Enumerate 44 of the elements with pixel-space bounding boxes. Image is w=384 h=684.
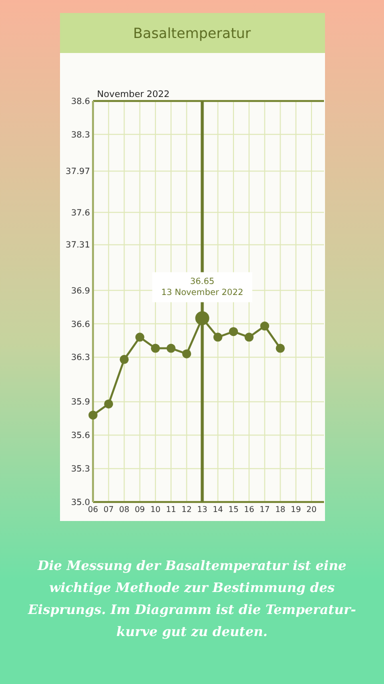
text: Die Messung der Basaltemperatur ist eine wichtige Methode zur Bestimmung des Eisprungs. Im Diagramm ist die Temperatur-kurve gut zu deuten. [26,559,356,640]
point [213,332,222,342]
point [150,344,160,353]
point [244,332,254,342]
point [88,410,98,420]
x-tick-label: 14 [212,505,223,514]
y-tick-label: 37.6 [71,208,90,218]
x-tick-label: 19 [290,505,301,514]
y-tick-label: 37.31 [66,240,90,251]
y-tick-label: 37.97 [66,167,90,178]
text: November 2022 [97,90,170,100]
x-tick-label: 15 [228,505,239,514]
point [228,327,238,336]
point [182,349,192,358]
point [166,344,176,353]
point [260,322,270,331]
point [120,354,129,364]
x-tick-label: 16 [244,505,254,514]
x-tick-label: 11 [166,505,176,514]
x-tick-label: 06 [88,505,98,514]
y-tick-label: 35.3 [71,464,90,475]
point [276,344,285,353]
x-tick-label: 12 [182,505,192,514]
x-tick-label: 20 [306,505,317,514]
y-tick-label: 38.6 [71,96,90,107]
y-tick-label: 35.9 [71,398,90,408]
y-tick-label: 35.0 [71,498,90,508]
x-tick-label: 17 [260,505,270,514]
x-tick-label: 13 [197,505,208,514]
annotation: 13 November 2022 [161,288,244,298]
y-tick-label: 35.6 [71,431,90,442]
y-tick-label: 36.3 [71,353,90,364]
x-tick-label: 08 [119,505,130,514]
annotation: 36.65 [190,277,214,288]
point [104,399,114,408]
x-tick-label: 07 [104,505,114,514]
point [135,332,144,342]
y-tick-label: 36.9 [71,286,90,296]
x-tick-label: 18 [275,505,286,514]
x-tick-label: 09 [134,505,145,514]
chart-title: Basaltemperatur [133,26,252,42]
y-tick-label: 36.6 [71,320,90,330]
y-tick-label: 38.3 [71,130,90,140]
x-tick-label: 10 [150,505,161,514]
